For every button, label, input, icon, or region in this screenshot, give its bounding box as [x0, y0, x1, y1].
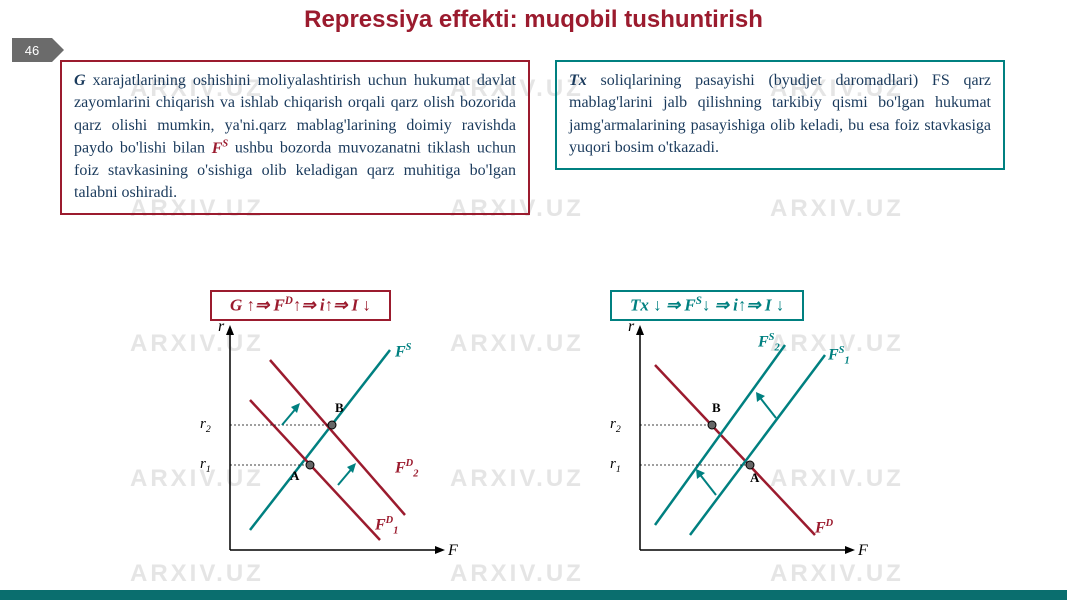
fs1-label: FS1 [828, 345, 850, 367]
slide-number: 46 [12, 38, 52, 62]
watermark: ARXIV.UZ [770, 195, 904, 223]
point-b-label: B [335, 400, 344, 416]
watermark: ARXIV.UZ [450, 330, 584, 358]
fs-label: FS [395, 342, 411, 361]
formula-tx: Tx ↓ ⇒ FS↓ ⇒ i↑⇒ I ↓ [610, 290, 804, 321]
r2-label: r2 [200, 416, 211, 435]
page-title: Repressiya effekti: muqobil tushuntirish [0, 6, 1067, 34]
r1-label: r1 [610, 456, 621, 475]
x-axis-label: F [448, 542, 458, 560]
bottom-accent-bar [0, 590, 1067, 600]
explanation-box-g: G xarajatlarining oshishini moliyalashti… [60, 60, 530, 215]
formula-g: G ↑⇒ FD↑⇒ i↑⇒ I ↓ [210, 290, 391, 321]
chart-demand-shift: r F r2 r1 FS FD2 FD1 A B [170, 320, 470, 585]
x-axis-label: F [858, 542, 868, 560]
fd-label: FD [815, 518, 833, 537]
chart-supply-shift: r F r2 r1 FS2 FS1 FD A B [580, 320, 880, 585]
explanation-box-tx: Tx soliqlarining pasayishi (byudjet daro… [555, 60, 1005, 170]
fs2-label: FS2 [758, 332, 780, 354]
watermark: ARXIV.UZ [450, 560, 584, 588]
y-axis-label: r [628, 318, 634, 336]
y-axis-label: r [218, 318, 224, 336]
point-a-label: A [750, 470, 759, 486]
r2-label: r2 [610, 416, 621, 435]
fd2-label: FD2 [395, 458, 418, 480]
watermark: ARXIV.UZ [450, 465, 584, 493]
chart-svg-left [170, 320, 470, 580]
point-a-label: A [290, 468, 299, 484]
point-b-label: B [712, 400, 721, 416]
r1-label: r1 [200, 456, 211, 475]
fd1-label: FD1 [375, 515, 398, 537]
